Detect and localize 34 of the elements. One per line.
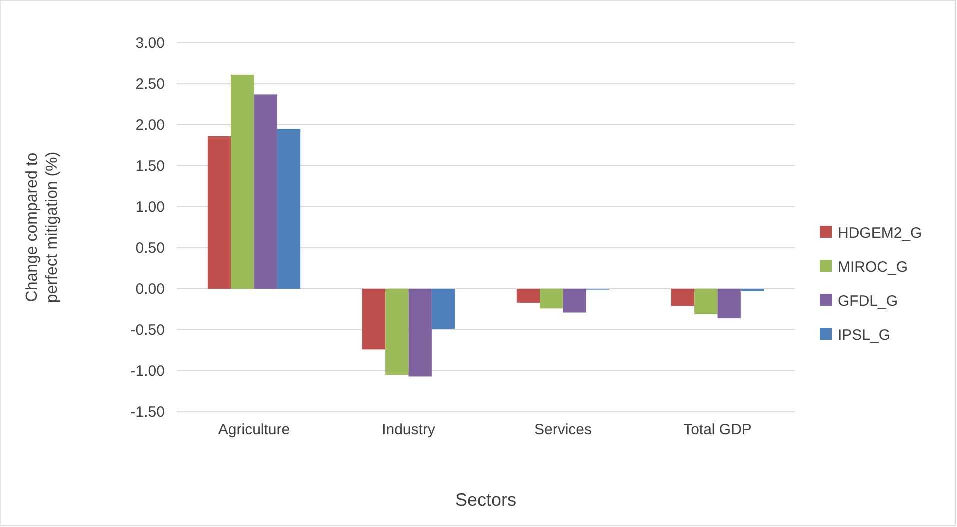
legend-label: IPSL_G (838, 327, 891, 344)
bar (386, 289, 409, 376)
bar (254, 94, 278, 289)
bar (432, 289, 456, 330)
y-tick-label: -1.00 (130, 362, 165, 380)
bar (516, 289, 540, 303)
bar (671, 289, 695, 306)
legend-label: GFDL_G (838, 293, 898, 310)
legend-label: MIROC_G (838, 259, 908, 276)
legend-label: HDGEM2_G (838, 225, 922, 242)
bar (408, 289, 432, 377)
x-tick-label: Agriculture (218, 422, 290, 439)
y-tick-label: -0.50 (130, 322, 165, 339)
bar (540, 289, 564, 309)
bar (563, 289, 586, 313)
bar (718, 289, 741, 319)
y-tick-label: 3.00 (136, 34, 165, 52)
x-tick-label: Industry (382, 422, 436, 439)
bar (208, 136, 232, 289)
x-tick-label: Total GDP (684, 422, 752, 439)
y-tick-label: 0.00 (136, 280, 165, 298)
y-tick-label: 1.00 (136, 198, 165, 216)
bar (277, 129, 301, 289)
bar (231, 74, 254, 289)
bar (362, 289, 386, 350)
y-axis-title: Change compared to perfect mitigation (%) (24, 152, 61, 304)
y-tick-label: 2.50 (136, 76, 165, 93)
y-tick-label: 2.00 (136, 116, 165, 134)
y-tick-label: -1.50 (130, 404, 165, 421)
x-axis-title: Sectors (455, 490, 517, 510)
x-tick-label: Services (534, 422, 592, 439)
bar (694, 289, 718, 314)
y-tick-label: 1.50 (136, 158, 165, 175)
y-tick-label: 0.50 (136, 240, 165, 257)
